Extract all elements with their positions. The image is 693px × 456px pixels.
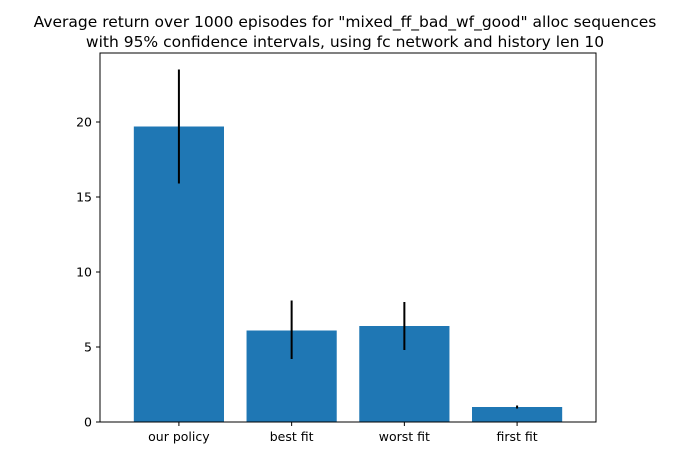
x-tick-label: first fit xyxy=(496,429,537,444)
axes-frame xyxy=(99,52,597,423)
bar xyxy=(472,407,563,422)
x-tick-label: best fit xyxy=(270,429,314,444)
y-tick-label: 0 xyxy=(84,415,92,430)
y-tick-label: 10 xyxy=(76,265,92,280)
chart-title-line-2: with 95% confidence intervals, using fc … xyxy=(86,33,604,51)
y-tick-label: 20 xyxy=(76,115,92,130)
y-tick-label: 5 xyxy=(84,340,92,355)
x-tick-label: our policy xyxy=(148,429,210,444)
y-tick-label: 15 xyxy=(76,190,92,205)
chart-title-line-1: Average return over 1000 episodes for "m… xyxy=(34,13,657,32)
plot-area: 0 5 10 15 20 our policy best fit worst fit first… xyxy=(76,69,563,444)
x-tick-label: worst fit xyxy=(379,429,430,444)
